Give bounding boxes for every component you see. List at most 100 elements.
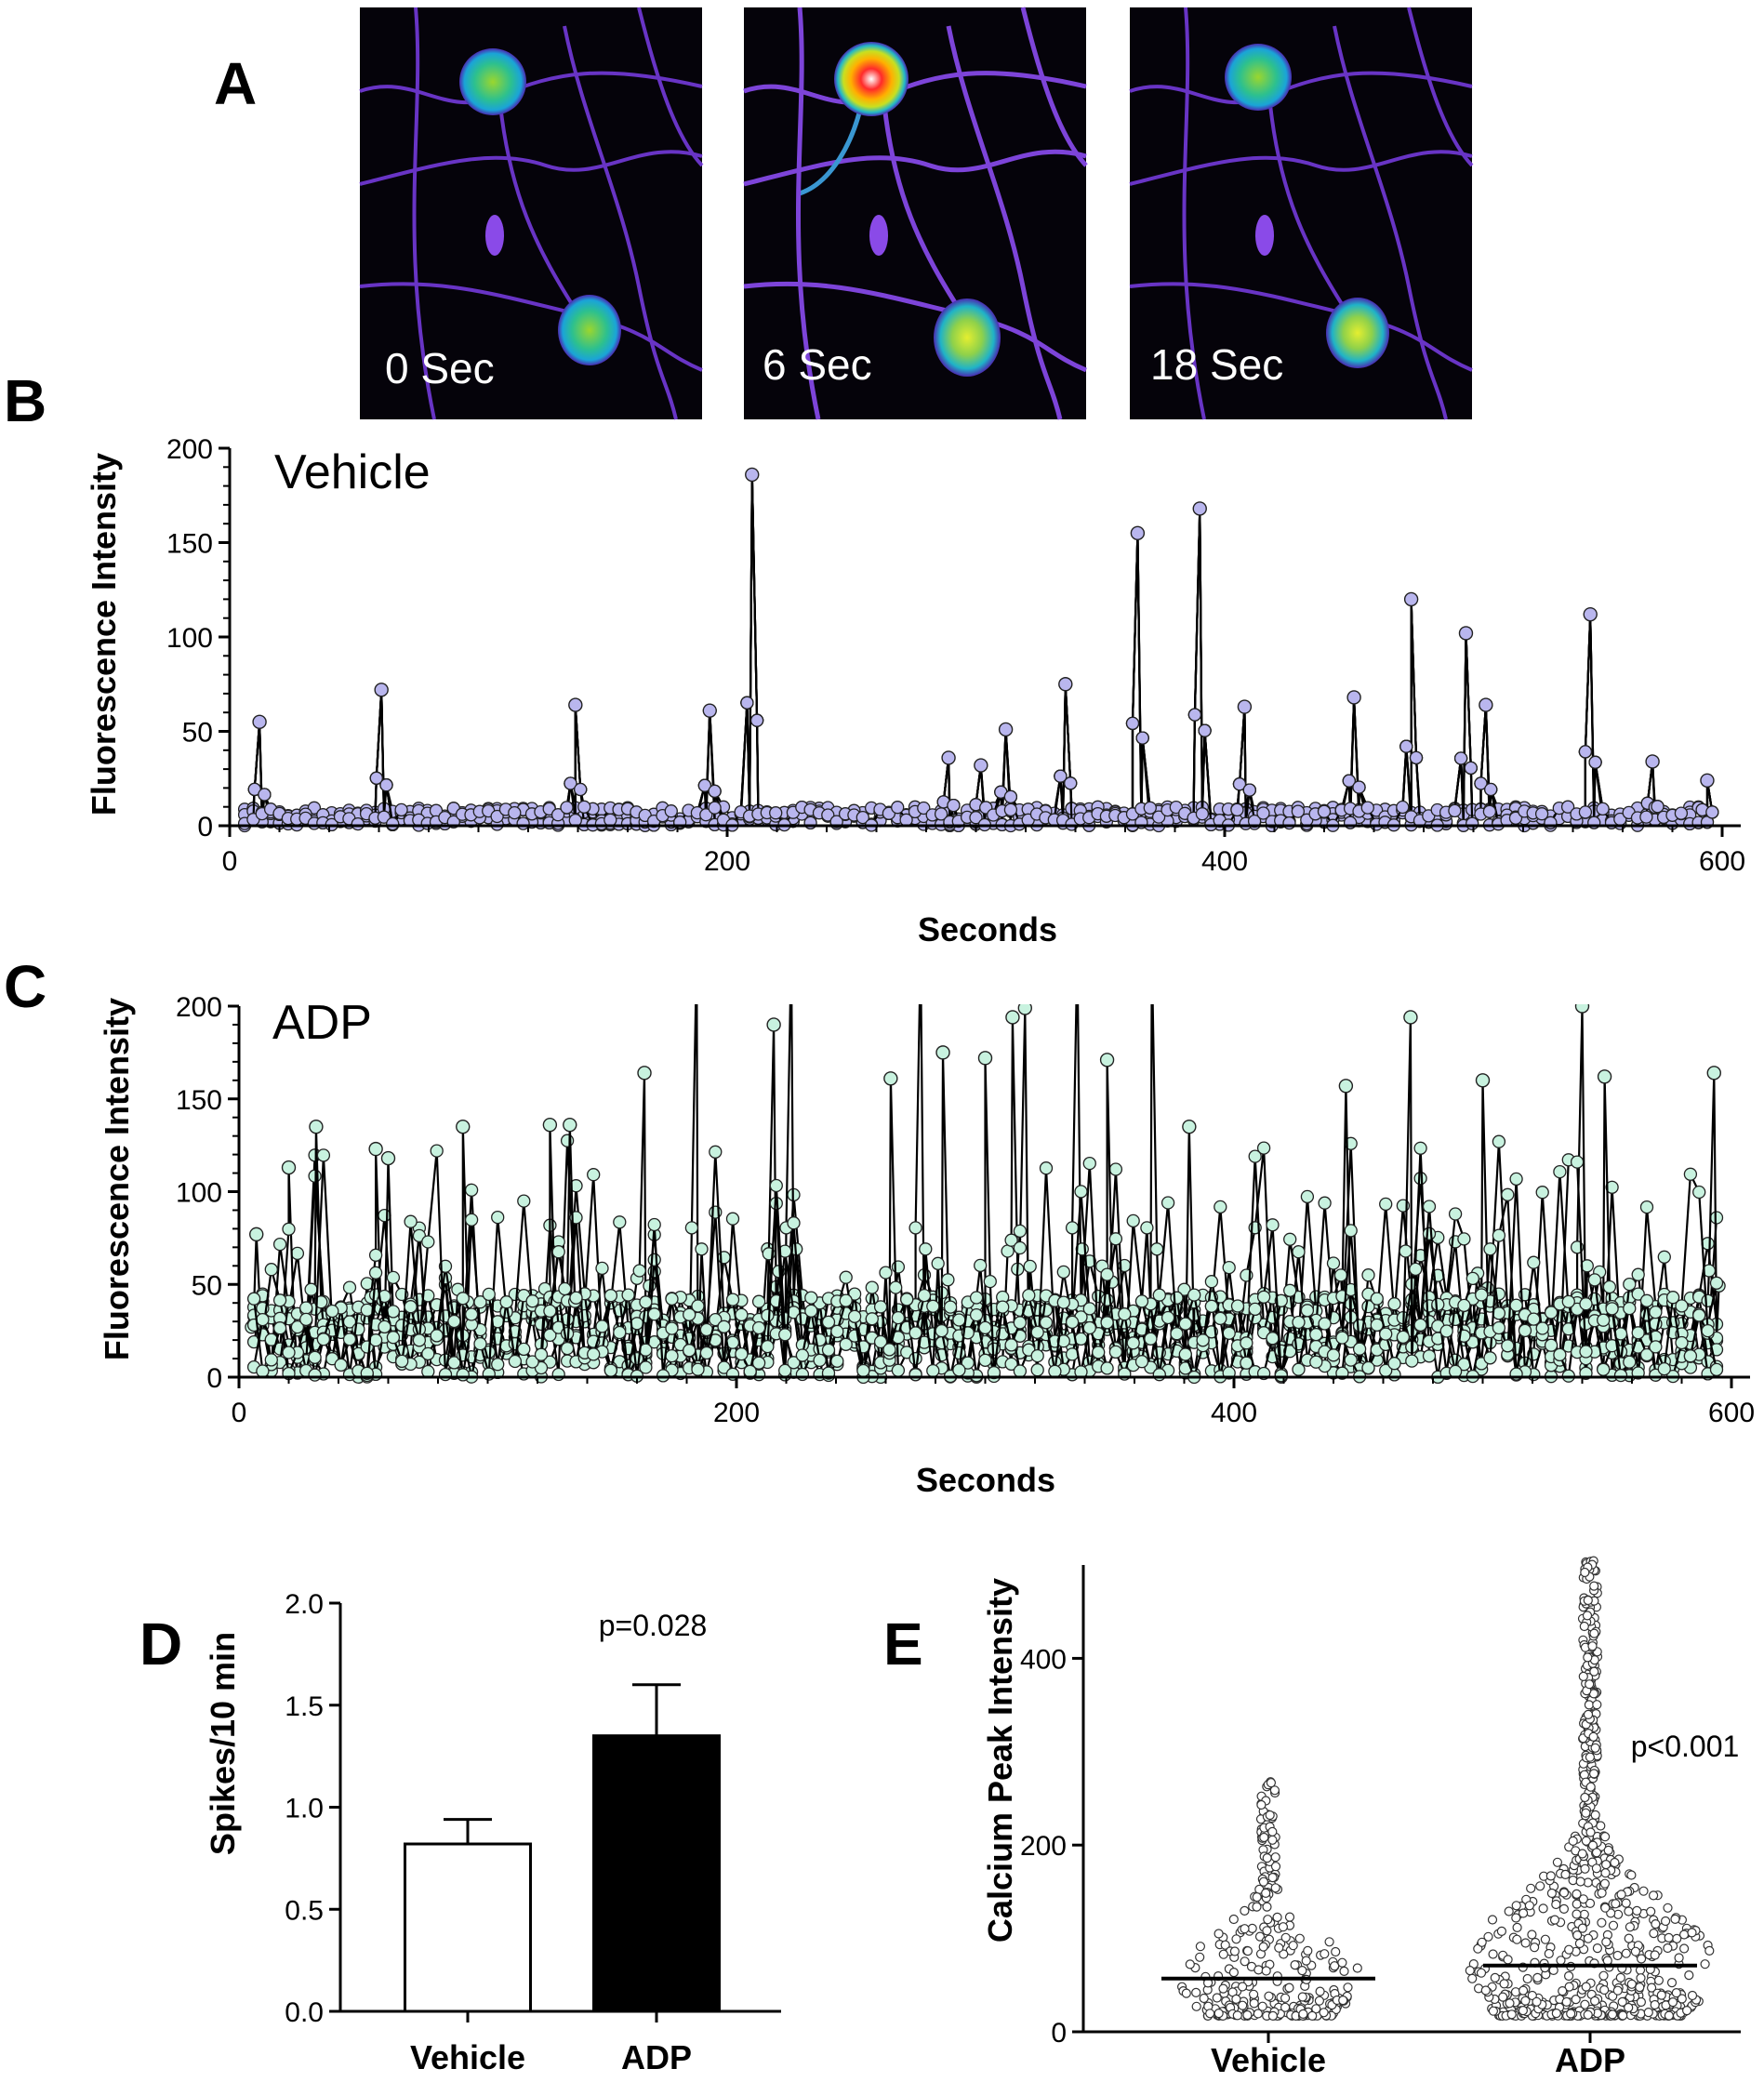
data-point <box>499 1295 513 1309</box>
data-point <box>1324 1937 1334 1947</box>
data-point <box>1692 1185 1706 1200</box>
peak-point <box>380 1150 396 1166</box>
data-point <box>909 1326 922 1340</box>
data-point <box>1532 1972 1543 1983</box>
data-point <box>430 1329 444 1343</box>
data-point <box>1331 1946 1341 1957</box>
data-point <box>1492 1228 1506 1242</box>
data-point <box>1675 1335 1689 1350</box>
peak-point <box>977 1051 993 1066</box>
data-point <box>717 1319 731 1333</box>
data-point <box>1135 731 1149 745</box>
data-point <box>1613 1368 1628 1383</box>
data-point <box>1300 1189 1315 1204</box>
data-point <box>1657 1250 1671 1264</box>
data-point <box>1657 1361 1671 1376</box>
data-point <box>569 1291 583 1305</box>
data-point <box>482 1287 496 1302</box>
data-point <box>909 1351 922 1366</box>
data-point <box>1630 1946 1641 1956</box>
data-point <box>342 1333 357 1346</box>
data-point <box>1626 1870 1637 1880</box>
data-point <box>551 1245 565 1259</box>
data-point <box>1457 1232 1471 1246</box>
x-tick-label: 0 <box>232 1398 247 1428</box>
data-point <box>525 1355 539 1369</box>
data-point <box>1560 800 1575 814</box>
data-point <box>1004 1357 1018 1372</box>
data-point <box>978 1353 992 1367</box>
data-point <box>421 1346 435 1361</box>
bar <box>404 1842 532 2013</box>
data-point <box>900 1293 914 1306</box>
data-point <box>1259 1832 1269 1843</box>
trace-line <box>244 474 1714 828</box>
data-point <box>735 1307 749 1322</box>
peak-point <box>456 1119 471 1134</box>
data-point <box>1705 805 1719 819</box>
data-point <box>1583 1652 1593 1663</box>
cell-lower <box>1326 298 1389 368</box>
data-point <box>917 1288 932 1303</box>
data-point <box>1457 1298 1471 1313</box>
data-point <box>1623 1277 1637 1292</box>
data-point <box>830 1324 844 1339</box>
data-point <box>1484 782 1498 797</box>
data-point <box>1074 1185 1088 1199</box>
data-point <box>394 802 408 817</box>
data-point <box>804 1304 818 1318</box>
data-point <box>1580 1567 1590 1578</box>
peak-point <box>974 758 988 773</box>
data-point <box>473 1295 487 1309</box>
data-point <box>947 798 961 813</box>
data-point <box>1264 1991 1274 2001</box>
x-axis-title: Seconds <box>916 1461 1055 1499</box>
data-point <box>1253 1965 1264 1975</box>
data-point <box>1590 1810 1600 1821</box>
data-point <box>1564 1944 1574 1955</box>
data-point <box>1651 1919 1661 1929</box>
chart-vehicle-trace: Vehicle Seconds Fluorescence Intensity 0… <box>85 434 1745 948</box>
data-point <box>787 1216 801 1230</box>
data-point <box>1228 1914 1239 1925</box>
data-point <box>1240 1956 1250 1967</box>
chart-axes <box>228 1004 1750 1388</box>
data-point <box>1405 1354 1419 1368</box>
data-point <box>1598 1970 1609 1981</box>
data-point <box>1544 1948 1554 1959</box>
data-point <box>1309 1355 1323 1369</box>
data-point <box>1170 1291 1184 1305</box>
peak-point <box>1706 1066 1721 1081</box>
cell-upper <box>1225 44 1292 111</box>
data-point <box>1185 1959 1195 1969</box>
data-point <box>873 1300 888 1314</box>
data-point <box>1283 1283 1297 1297</box>
peak-point <box>1574 1004 1590 1014</box>
data-point <box>647 1307 661 1321</box>
y-tick-label: 0 <box>1051 2018 1067 2049</box>
data-point <box>1648 1890 1659 1901</box>
data-point <box>1626 1979 1637 1989</box>
data-point <box>577 800 591 814</box>
data-point <box>1413 1318 1427 1333</box>
data-point <box>1563 1970 1574 1982</box>
data-point <box>813 1353 827 1368</box>
data-point <box>1237 1982 1248 1992</box>
data-point <box>1266 1218 1280 1232</box>
data-point <box>1152 1368 1166 1382</box>
data-point <box>1667 1997 1678 2008</box>
data-point <box>1039 1161 1054 1175</box>
category-label-adp: ADP <box>621 2038 692 2076</box>
data-point <box>1650 1950 1660 1960</box>
data-point <box>1030 1348 1044 1363</box>
data-point <box>1265 1810 1275 1821</box>
data-point <box>404 1300 418 1314</box>
data-point <box>891 1363 906 1377</box>
frame-6-sec-label: 6 Sec <box>763 340 872 389</box>
data-point <box>1001 1244 1015 1258</box>
data-point <box>464 1183 479 1197</box>
data-point <box>1632 1905 1642 1916</box>
data-point <box>1292 1362 1306 1376</box>
data-point <box>1582 1611 1593 1621</box>
data-point <box>1490 1972 1500 1983</box>
